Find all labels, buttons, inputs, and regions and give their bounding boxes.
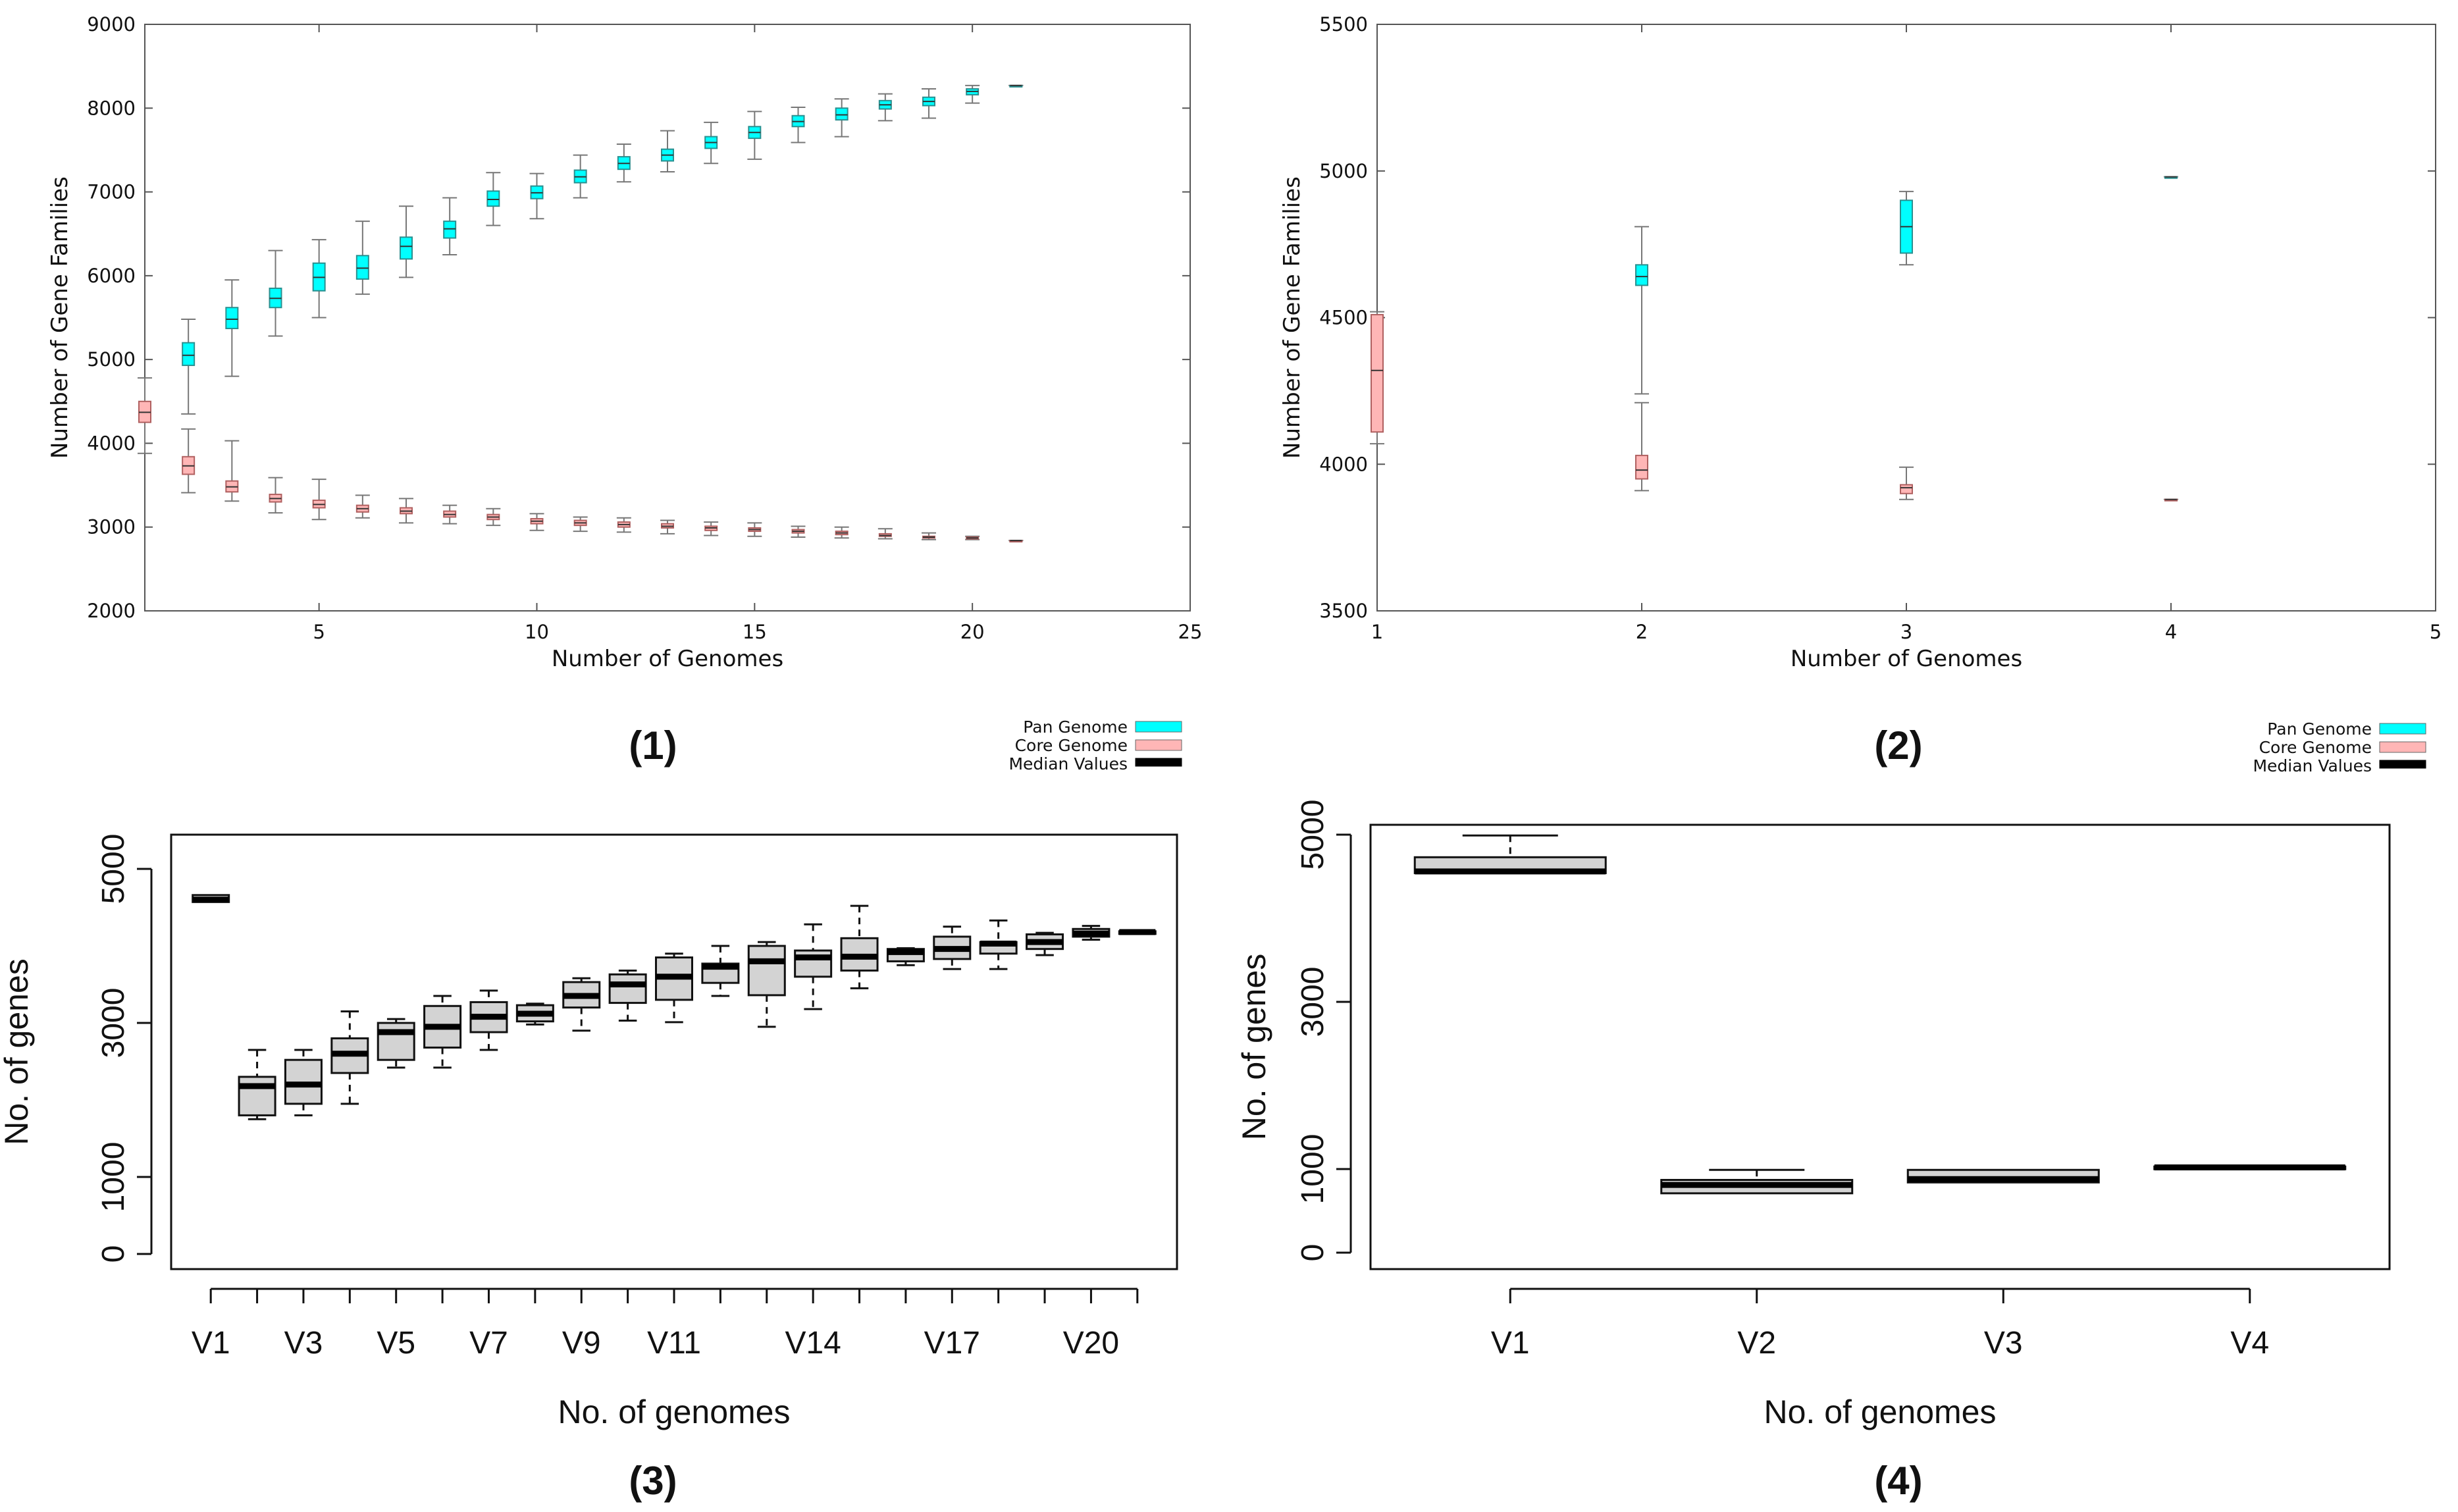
x-tick-label: V7 bbox=[469, 1326, 508, 1361]
legend-label: Pan Genome bbox=[1023, 717, 1128, 737]
box-pan bbox=[486, 190, 500, 207]
y-tick-label: 4000 bbox=[87, 432, 136, 454]
plot-frame bbox=[1369, 823, 2391, 1270]
x-tick-label: 5 bbox=[2430, 621, 2442, 643]
x-tick-label: 25 bbox=[1178, 621, 1203, 643]
x-tick-label: V9 bbox=[562, 1326, 601, 1361]
x-tick-label: V14 bbox=[785, 1326, 841, 1361]
box-pan bbox=[1635, 264, 1648, 286]
legend-swatch bbox=[1135, 758, 1182, 767]
y-tick-label: 4500 bbox=[1319, 307, 1368, 329]
box-pan bbox=[443, 221, 457, 239]
legend-swatch bbox=[2379, 760, 2426, 769]
x-tick-label: V5 bbox=[377, 1326, 415, 1361]
panel-label-3: (3) bbox=[629, 1459, 677, 1503]
y-tick-label: 0 bbox=[96, 1245, 131, 1263]
box bbox=[747, 945, 786, 997]
box bbox=[794, 949, 833, 978]
legend-label: Median Values bbox=[2253, 756, 2372, 775]
x-tick-label: V20 bbox=[1063, 1326, 1119, 1361]
plot-frame bbox=[1376, 24, 2436, 612]
x-tick-label: V3 bbox=[1984, 1326, 2023, 1361]
y-tick-label: 9000 bbox=[87, 13, 136, 36]
box bbox=[377, 1022, 415, 1061]
plot-frame bbox=[144, 24, 1191, 612]
y-tick-label: 3500 bbox=[1319, 600, 1368, 622]
x-tick-label: V3 bbox=[284, 1326, 323, 1361]
panel-label-2: (2) bbox=[1874, 723, 1922, 768]
x-tick-label: 4 bbox=[2165, 621, 2177, 643]
panel-4-gene-count-boxplot: 0 1000 3000 5000 V1 V2 V3 V4 No. of genomes No. o… bbox=[1236, 800, 2391, 1430]
legend-label: Median Values bbox=[1008, 754, 1128, 773]
legend-swatch bbox=[1135, 739, 1182, 751]
x-tick-label: 20 bbox=[960, 621, 985, 643]
y-tick-label: 1000 bbox=[96, 1142, 131, 1212]
legend-label: Pan Genome bbox=[2267, 719, 2372, 739]
legend-swatch bbox=[2379, 741, 2426, 753]
panel-3-gene-count-boxplot: 0 1000 3000 5000 V1 V3 V5 V7 V9 V11 V14 V17 V20 No. o… bbox=[0, 833, 1178, 1430]
box-pan bbox=[835, 107, 849, 121]
x-axis-title: No. of genomes bbox=[1764, 1394, 1997, 1430]
x-tick-label: V4 bbox=[2230, 1326, 2269, 1361]
y-tick-label: 5000 bbox=[96, 834, 131, 904]
y-tick-label: 6000 bbox=[87, 265, 136, 287]
y-axis-title: Number of Gene Families bbox=[1279, 176, 1305, 459]
x-tick-label: V2 bbox=[1737, 1326, 1776, 1361]
legend-swatch bbox=[2379, 723, 2426, 735]
box-core bbox=[1635, 454, 1648, 480]
y-axis-title: No. of genes bbox=[1236, 954, 1272, 1141]
plot-frame bbox=[170, 833, 1178, 1270]
x-tick-label: V1 bbox=[1491, 1326, 1530, 1361]
y-tick-label: 1000 bbox=[1295, 1134, 1330, 1205]
box-core bbox=[1371, 314, 1384, 433]
panel-2-pan-core-genome-chart: 3500 4000 4500 5000 5500 1 2 3 4 5 Number of Genom… bbox=[1279, 13, 2442, 775]
legend-swatch bbox=[1135, 721, 1182, 733]
y-tick-label: 3000 bbox=[87, 516, 136, 538]
x-tick-label: 10 bbox=[525, 621, 549, 643]
box-pan bbox=[225, 307, 239, 330]
y-tick-label: 5000 bbox=[1319, 160, 1368, 182]
x-axis-title: No. of genomes bbox=[558, 1394, 791, 1430]
x-tick-label: 1 bbox=[1371, 621, 1383, 643]
panel-1-pan-core-genome-chart: 2000 3000 4000 5000 6000 7000 8000 9000 5 10 15 20 2… bbox=[47, 13, 1202, 773]
y-tick-label: 3000 bbox=[96, 988, 131, 1058]
y-tick-label: 7000 bbox=[87, 181, 136, 203]
x-axis-title: Number of Genomes bbox=[552, 646, 783, 672]
x-tick-label: 3 bbox=[1900, 621, 1912, 643]
box bbox=[608, 973, 647, 1004]
y-tick-label: 3000 bbox=[1295, 967, 1330, 1037]
box-pan bbox=[182, 342, 196, 367]
panel-label-1: (1) bbox=[629, 723, 677, 768]
y-tick-label: 2000 bbox=[87, 600, 136, 622]
panel-label-4: (4) bbox=[1874, 1459, 1922, 1503]
x-tick-label: 5 bbox=[313, 621, 325, 643]
legend-label: Core Genome bbox=[2259, 738, 2372, 757]
x-tick-label: 15 bbox=[743, 621, 767, 643]
box-pan bbox=[355, 255, 369, 280]
y-tick-label: 5500 bbox=[1319, 13, 1368, 36]
y-tick-label: 0 bbox=[1295, 1244, 1330, 1262]
box-pan bbox=[400, 236, 413, 260]
y-axis-title: No. of genes bbox=[0, 958, 35, 1145]
y-tick-label: 5000 bbox=[1295, 800, 1330, 870]
box-core bbox=[1900, 484, 1913, 494]
x-tick-label: V1 bbox=[192, 1326, 230, 1361]
y-tick-label: 5000 bbox=[87, 348, 136, 371]
legend-label: Core Genome bbox=[1015, 736, 1128, 755]
y-axis-title: Number of Gene Families bbox=[47, 176, 73, 459]
box bbox=[238, 1076, 276, 1116]
y-tick-label: 8000 bbox=[87, 97, 136, 119]
x-tick-label: V17 bbox=[924, 1326, 980, 1361]
y-tick-label: 4000 bbox=[1319, 453, 1368, 475]
x-axis-title: Number of Genomes bbox=[1791, 646, 2022, 672]
x-tick-label: 2 bbox=[1636, 621, 1648, 643]
x-tick-label: V11 bbox=[647, 1326, 701, 1361]
